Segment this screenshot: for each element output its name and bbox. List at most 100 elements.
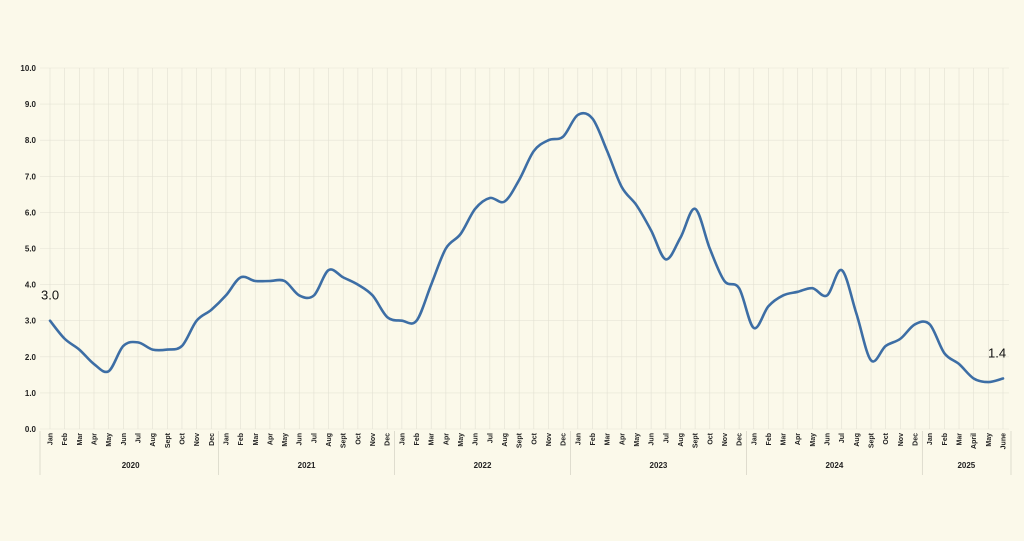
data-point xyxy=(151,348,153,350)
series xyxy=(48,111,1005,384)
data-point xyxy=(958,363,960,365)
x-tick-label: Mar xyxy=(77,433,84,446)
x-tick-label: Apr xyxy=(619,433,626,445)
x-tick-label: May xyxy=(810,433,817,447)
x-tick-label: Sept xyxy=(517,432,524,448)
x-tick-label: Jun xyxy=(473,433,480,445)
x-tick-label: Nov xyxy=(722,433,729,446)
data-point xyxy=(665,258,667,260)
data-point xyxy=(679,236,681,238)
data-point xyxy=(943,352,945,354)
data-point xyxy=(797,291,799,293)
x-tick-label: Mar xyxy=(957,433,964,446)
data-point xyxy=(606,150,608,152)
data-point xyxy=(210,309,212,311)
x-tick-label: Oct xyxy=(355,432,362,444)
x-tick-label: Nov xyxy=(898,433,905,446)
data-point xyxy=(870,359,872,361)
data-point xyxy=(342,276,344,278)
x-tick-label: Aug xyxy=(326,433,333,447)
data-point xyxy=(327,269,329,271)
x-tick-label: May xyxy=(634,433,641,447)
x-tick-label: Sept xyxy=(165,432,172,448)
data-point xyxy=(650,229,652,231)
data-point xyxy=(371,294,373,296)
x-tick-label: Aug xyxy=(678,433,685,447)
data-point xyxy=(78,348,80,350)
data-point xyxy=(914,323,916,325)
y-tick-label: 9.0 xyxy=(25,100,37,109)
data-point xyxy=(474,208,476,210)
x-tick-label: Jan xyxy=(751,433,758,445)
data-point xyxy=(738,287,740,289)
x-tick-label: Aug xyxy=(502,433,509,447)
year-label: 2021 xyxy=(298,461,316,470)
x-tick-label: Feb xyxy=(62,433,69,445)
data-point xyxy=(166,348,168,350)
data-point xyxy=(811,287,813,289)
data-point xyxy=(899,338,901,340)
year-label: 2023 xyxy=(650,461,668,470)
data-point xyxy=(63,338,65,340)
x-tick-label: Jul xyxy=(135,433,142,443)
x-tick-label: May xyxy=(458,433,465,447)
x-tick-label: Feb xyxy=(590,433,597,445)
data-point xyxy=(533,150,535,152)
x-tick-label: Aug xyxy=(150,433,157,447)
data-point xyxy=(459,233,461,235)
x-tick-label: Jul xyxy=(487,433,494,443)
grid xyxy=(39,67,1012,475)
x-tick-label: Mar xyxy=(605,433,612,446)
data-point xyxy=(357,283,359,285)
x-tick-label: Feb xyxy=(942,433,949,445)
x-tick-label: Oct xyxy=(707,432,714,444)
x-tick-label: Jun xyxy=(825,433,832,445)
data-point xyxy=(445,247,447,249)
data-point xyxy=(1002,377,1004,379)
x-tick-label: Dec xyxy=(385,433,392,446)
data-point xyxy=(239,276,241,278)
data-point xyxy=(518,179,520,181)
x-tick-label: Feb xyxy=(766,433,773,445)
data-point xyxy=(753,327,755,329)
y-tick-label: 7.0 xyxy=(25,172,37,181)
x-tick-label: Jan xyxy=(48,433,55,445)
x-tick-label: Jun xyxy=(649,433,656,445)
x-tick-label: Feb xyxy=(414,433,421,445)
x-tick-label: Jul xyxy=(311,433,318,443)
value-annotation: 1.4 xyxy=(988,345,1006,360)
x-tick-label: May xyxy=(282,433,289,447)
x-tick-label: Aug xyxy=(854,433,861,447)
x-tick-label: Dec xyxy=(561,433,568,446)
year-label: 2022 xyxy=(474,461,492,470)
data-point xyxy=(313,294,315,296)
data-point xyxy=(122,345,124,347)
x-tick-label: Jan xyxy=(927,433,934,445)
data-point xyxy=(415,320,417,322)
data-point xyxy=(782,294,784,296)
data-point xyxy=(547,139,549,141)
year-label: 2025 xyxy=(957,461,975,470)
x-tick-label: Dec xyxy=(737,433,744,446)
data-point xyxy=(386,316,388,318)
x-tick-label: Mar xyxy=(253,433,260,446)
x-tick-label: Feb xyxy=(238,433,245,445)
x-tick-label: Nov xyxy=(546,433,553,446)
y-tick-label: 8.0 xyxy=(25,136,37,145)
x-tick-label: Oct xyxy=(531,432,538,444)
x-tick-label: Jun xyxy=(121,433,128,445)
x-tick-label: Apr xyxy=(267,433,274,445)
data-point xyxy=(430,283,432,285)
x-tick-label: May xyxy=(986,433,993,447)
x-tick-label: April xyxy=(971,433,978,449)
data-point xyxy=(826,294,828,296)
data-point xyxy=(503,200,505,202)
data-point xyxy=(767,305,769,307)
data-point xyxy=(107,370,109,372)
x-axis: Jan Feb Mar Apr May Jun Jul Aug Sept Oct Nov Dec Jan… xyxy=(48,432,1008,449)
x-tick-label: May xyxy=(106,433,113,447)
data-point xyxy=(401,320,403,322)
y-tick-label: 1.0 xyxy=(25,389,37,398)
y-tick-label: 2.0 xyxy=(25,353,37,362)
y-axis: 0.0 1.0 2.0 3.0 4.0 5.0 6.0 7.0 8.0 9.0 10.0 xyxy=(20,64,36,434)
